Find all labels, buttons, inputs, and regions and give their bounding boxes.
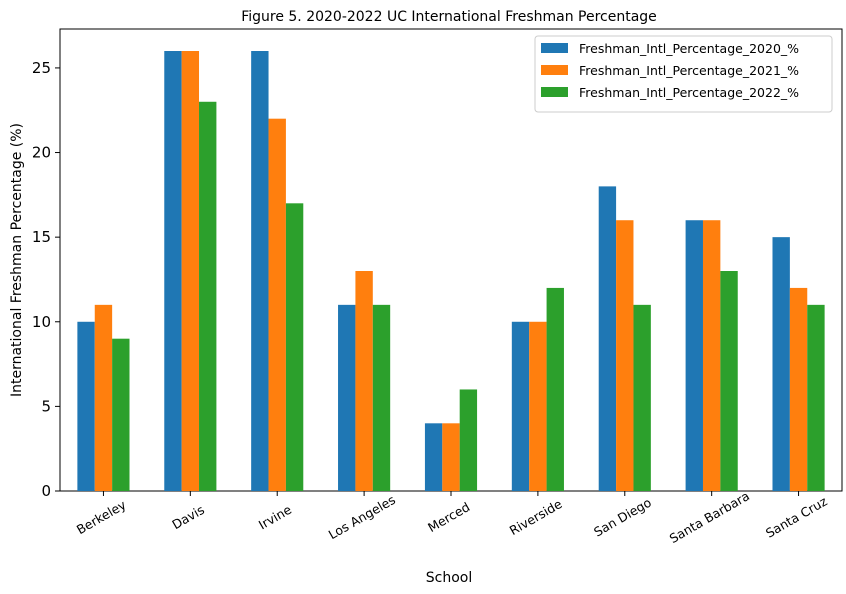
y-tick-label: 15 <box>32 228 51 246</box>
legend-swatch <box>541 43 568 53</box>
x-tick-label: Santa Cruz <box>763 493 830 540</box>
legend-label: Freshman_Intl_Percentage_2020_% <box>579 41 799 56</box>
bar-santa-barbara-series-3 <box>720 271 738 491</box>
bar-davis-series-1 <box>164 51 182 491</box>
y-tick-label: 0 <box>41 482 51 500</box>
x-tick-label: Irvine <box>256 502 294 533</box>
bar-berkeley-series-3 <box>112 338 130 491</box>
bar-san-diego-series-3 <box>633 304 651 491</box>
bar-santa-cruz-series-2 <box>789 287 808 491</box>
bar-berkeley-series-2 <box>94 304 113 491</box>
x-tick-label: Berkeley <box>74 497 129 538</box>
bar-merced-series-3 <box>459 389 478 491</box>
bar-san-diego-series-2 <box>616 220 634 492</box>
x-tick-label: Davis <box>169 502 207 532</box>
bar-santa-barbara-series-1 <box>685 220 703 492</box>
y-tick-label: 20 <box>32 144 51 162</box>
bar-irvine-series-1 <box>251 51 269 491</box>
bar-santa-cruz-series-1 <box>772 237 790 491</box>
bar-los-angeles-series-1 <box>338 304 356 491</box>
bar-davis-series-3 <box>199 101 217 492</box>
x-tick-label: Merced <box>425 499 472 535</box>
bar-san-diego-series-1 <box>598 186 617 491</box>
bar-santa-barbara-series-2 <box>702 220 721 492</box>
bar-irvine-series-2 <box>268 118 286 491</box>
bars <box>77 51 825 492</box>
x-tick-label: Santa Barbara <box>667 488 752 546</box>
x-tick-label: San Diego <box>591 495 654 540</box>
bar-riverside-series-3 <box>546 287 564 491</box>
y-tick-label: 5 <box>41 397 51 415</box>
bar-irvine-series-3 <box>285 203 304 491</box>
y-axis: 0 5 10 15 20 25 <box>32 59 60 500</box>
bar-riverside-series-1 <box>511 321 530 491</box>
y-tick-label: 25 <box>32 59 51 77</box>
legend-label: Freshman_Intl_Percentage_2022_% <box>579 85 799 100</box>
y-tick-label: 10 <box>32 313 51 331</box>
legend: Freshman_Intl_Percentage_2020_% Freshman_… <box>534 35 833 113</box>
legend-label: Freshman_Intl_Percentage_2021_% <box>579 63 799 78</box>
bar-santa-cruz-series-3 <box>807 304 825 491</box>
bar-berkeley-series-1 <box>77 321 95 491</box>
bar-riverside-series-2 <box>529 321 547 491</box>
x-axis: Berkeley Davis Irvine Los Angeles Merced Rive… <box>74 488 830 546</box>
bar-davis-series-2 <box>181 51 200 491</box>
x-axis-label: School <box>426 570 472 586</box>
chart-title: Figure 5. 2020-2022 UC International Fre… <box>241 9 657 25</box>
bar-merced-series-2 <box>442 423 460 491</box>
y-axis-label: International Freshman Percentage (%) <box>9 123 25 397</box>
legend-swatch <box>541 87 568 97</box>
x-tick-label: Riverside <box>507 496 565 538</box>
bar-merced-series-1 <box>424 423 443 491</box>
x-tick-label: Los Angeles <box>326 492 398 542</box>
legend-box <box>534 35 833 113</box>
bar-los-angeles-series-2 <box>355 271 373 491</box>
bar-los-angeles-series-3 <box>372 304 391 491</box>
legend-swatch <box>541 65 568 75</box>
